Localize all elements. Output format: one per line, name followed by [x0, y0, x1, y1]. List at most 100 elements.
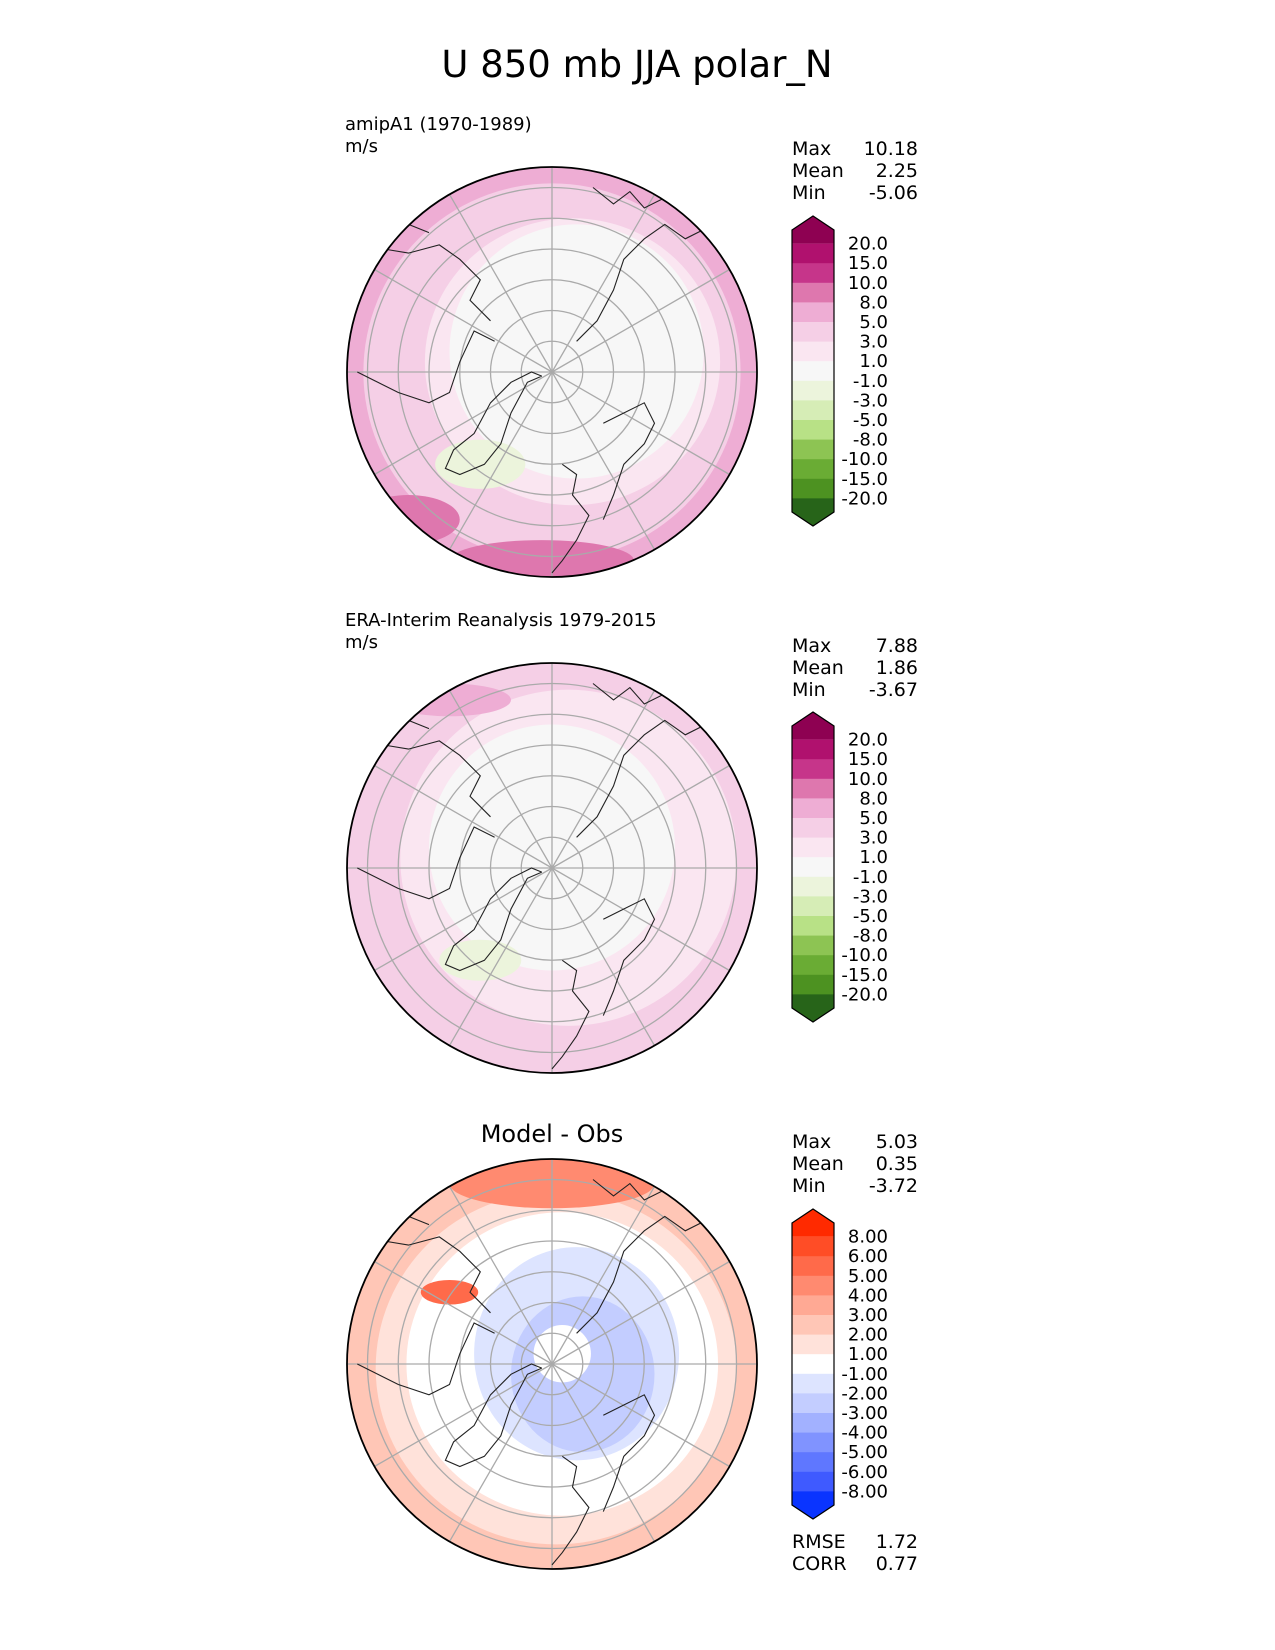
meridian-line — [448, 194, 553, 373]
colorbar-tick-label: -1.0 — [853, 867, 888, 888]
colorbar-segment — [792, 935, 834, 956]
meridian-line — [551, 1186, 656, 1365]
panel-obs-colorbar: 20.015.010.08.05.03.01.0-1.0-3.0-5.0-8.0… — [791, 711, 888, 1023]
panel-obs-label: ERA-Interim Reanalysis 1979-2015 — [345, 610, 657, 631]
colorbar-segment — [792, 818, 834, 839]
colorbar-outline — [791, 711, 835, 1023]
colorbar-outline — [791, 1208, 835, 1520]
stat-max-label: Max — [792, 138, 831, 160]
stat-min-label: Min — [792, 1175, 826, 1197]
contour-fill — [449, 540, 634, 577]
figure-title: U 850 mb JJA polar_N — [441, 43, 832, 86]
colorbar-tick-label: 8.0 — [859, 788, 888, 809]
colorbar-segment — [792, 380, 834, 401]
map-boundary — [346, 1158, 758, 1570]
coastline — [357, 1322, 495, 1396]
colorbar-segment — [792, 420, 834, 441]
rmse-label: RMSE — [792, 1531, 846, 1553]
colorbar-tick-label: -5.0 — [853, 410, 888, 431]
coastline — [602, 898, 656, 1016]
colorbar-tick-label: 20.0 — [848, 234, 888, 255]
colorbar-segment — [792, 1295, 834, 1316]
colorbar-tick-label: -3.00 — [841, 1403, 888, 1424]
coastline — [357, 330, 495, 404]
colorbar-segment — [792, 955, 834, 976]
colorbar-extend-top — [792, 1209, 834, 1237]
colorbar-segment — [792, 1256, 834, 1277]
meridian-line — [374, 764, 553, 869]
colorbar-segment — [792, 322, 834, 343]
stat-min-value: -5.06 — [869, 182, 918, 204]
rmse-value: 1.72 — [876, 1531, 918, 1553]
coastline — [602, 1394, 656, 1512]
contour-fill — [435, 439, 526, 489]
colorbar-tick-label: 1.0 — [859, 351, 888, 372]
colorbar-segment — [792, 1354, 834, 1375]
colorbar-tick-label: 8.00 — [848, 1227, 888, 1248]
colorbar-tick-label: -15.0 — [841, 469, 888, 490]
colorbar-segment — [792, 1373, 834, 1394]
colorbar-segment — [792, 837, 834, 858]
stat-mean-value: 1.86 — [876, 657, 918, 679]
contour-fill — [439, 939, 522, 981]
panel-model-label: amipA1 (1970-1989) — [345, 114, 532, 135]
panel-diff-stats: Max 5.03 Mean 0.35 Min -3.72 — [792, 1131, 918, 1197]
colorbar-segment — [792, 798, 834, 819]
meridian-line — [374, 867, 553, 972]
colorbar-tick-label: -20.0 — [841, 488, 888, 509]
stat-min-label: Min — [792, 679, 826, 701]
coastline — [383, 1236, 491, 1314]
colorbar-tick-label: 10.0 — [848, 273, 888, 294]
coastline — [576, 719, 707, 838]
colorbar-segment — [792, 916, 834, 937]
colorbar-segment — [792, 302, 834, 323]
colorbar-tick-label: 3.00 — [848, 1305, 888, 1326]
field-2 — [347, 1159, 757, 1569]
panel-diff-colorbar: 8.006.005.004.003.002.001.00-1.00-2.00-3… — [791, 1208, 888, 1520]
meridian-line — [551, 764, 730, 869]
panel-model-colorbar: 20.015.010.08.05.03.01.0-1.0-3.0-5.0-8.0… — [791, 215, 888, 527]
stat-mean-label: Mean — [792, 160, 844, 182]
colorbar-tick-label: 5.00 — [848, 1266, 888, 1287]
colorbar-tick-label: -2.00 — [841, 1383, 888, 1404]
coastline — [576, 1215, 707, 1334]
colorbar-segment — [792, 400, 834, 421]
panel-diff: Model - Obs Max 5.03 Mean 0.35 Min -3.72 8.00… — [346, 1120, 918, 1575]
coastline — [357, 826, 495, 900]
meridian-line — [551, 1363, 656, 1542]
colorbar-segment — [792, 876, 834, 897]
colorbar-tick-label: 3.0 — [859, 828, 888, 849]
colorbar-tick-label: -10.0 — [841, 945, 888, 966]
meridian-line — [448, 690, 553, 869]
coastline — [551, 463, 590, 574]
colorbar-segment — [792, 282, 834, 303]
panel-obs: ERA-Interim Reanalysis 1979-2015 m/s Max… — [345, 610, 918, 1074]
colorbar-extend-bottom — [792, 1491, 834, 1519]
colorbar-extend-bottom — [792, 498, 834, 526]
colorbar-extend-top — [792, 216, 834, 244]
colorbar-segment — [792, 1413, 834, 1434]
colorbar-tick-label: -1.0 — [853, 371, 888, 392]
colorbar-tick-label: 10.0 — [848, 769, 888, 790]
panel-model-map — [346, 166, 758, 578]
colorbar-tick-label: -15.0 — [841, 965, 888, 986]
coastline — [592, 1179, 666, 1201]
colorbar-segment — [792, 1236, 834, 1257]
stat-mean-label: Mean — [792, 1153, 844, 1175]
meridian-line — [551, 371, 656, 550]
colorbar-segment — [792, 974, 834, 995]
colorbar-tick-label: 1.00 — [848, 1344, 888, 1365]
colorbar-tick-label: 3.0 — [859, 332, 888, 353]
colorbar-tick-label: 2.00 — [848, 1325, 888, 1346]
coastline — [576, 223, 707, 342]
colorbar-tick-label: -10.0 — [841, 449, 888, 470]
colorbar-tick-label: 4.00 — [848, 1285, 888, 1306]
colorbar-segment — [792, 1452, 834, 1473]
colorbar-segment — [792, 739, 834, 760]
meridian-line — [448, 867, 553, 1046]
stat-max-label: Max — [792, 1131, 831, 1153]
contour-fill — [533, 1325, 591, 1383]
